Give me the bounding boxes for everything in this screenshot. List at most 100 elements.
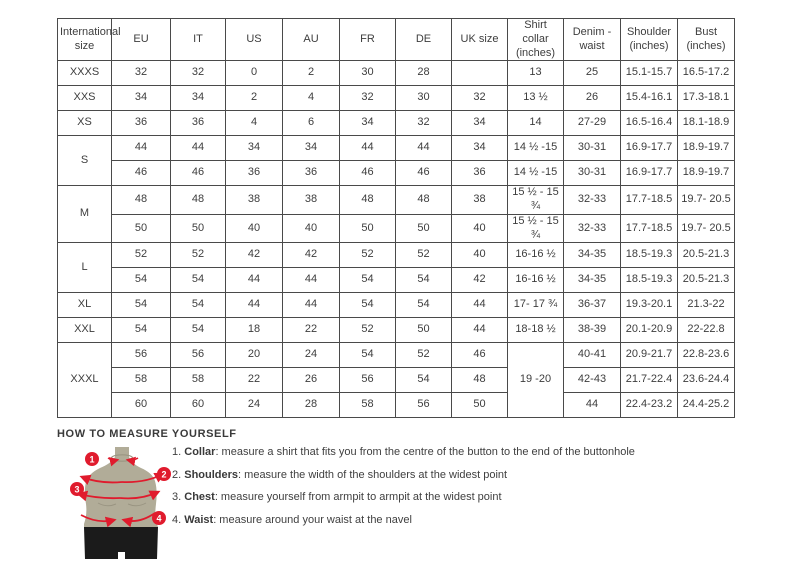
table-cell: 24 <box>225 392 283 419</box>
measure-steps: 1. Collar: measure a shirt that fits you… <box>172 446 752 537</box>
table-cell: 50 <box>395 213 452 244</box>
table-cell: 36 <box>111 110 171 137</box>
table-cell: 4 <box>282 85 340 112</box>
table-cell: 40 <box>451 242 508 269</box>
table-cell: 46 <box>395 160 452 187</box>
table-cell <box>451 60 508 87</box>
column-header: IT <box>170 17 226 62</box>
table-cell: 48 <box>451 367 508 394</box>
table-cell: 20.5-21.3 <box>677 267 735 294</box>
measure-step: 2. Shoulders: measure the width of the s… <box>172 469 752 482</box>
table-cell: 22 <box>225 367 283 394</box>
table-cell: XL <box>57 292 112 319</box>
table-cell: 54 <box>111 292 171 319</box>
table-cell: 52 <box>339 242 396 269</box>
column-header: US <box>225 17 283 62</box>
table-cell: 32 <box>170 60 226 87</box>
table-cell: 24.4-25.2 <box>677 392 735 419</box>
table-cell: 34-35 <box>563 242 621 269</box>
column-header: EU <box>111 17 171 62</box>
table-cell: 46 <box>451 342 508 369</box>
step-number: 2. <box>172 468 182 481</box>
table-cell: 56 <box>395 392 452 419</box>
table-cell: 54 <box>339 267 396 294</box>
table-cell: 44 <box>451 292 508 319</box>
table-cell: 23.6-24.4 <box>677 367 735 394</box>
table-row: XXS 34 34 2 4 32 30 32 13 ½ 26 15.4-16.1 17.3-18.1 <box>57 85 735 112</box>
table-cell: 28 <box>282 392 340 419</box>
table-cell: 17- 17 ¾ <box>507 292 564 319</box>
column-header: UK size <box>451 17 508 62</box>
table-cell: 4 <box>225 110 283 137</box>
step-label: Shoulders <box>184 468 239 481</box>
table-cell: 18.5-19.3 <box>620 267 678 294</box>
table-cell: 28 <box>395 60 452 87</box>
table-cell: 34 <box>451 110 508 137</box>
table-cell: 26 <box>563 85 621 112</box>
table-cell: 44 <box>563 392 621 419</box>
table-cell: 58 <box>111 367 171 394</box>
table-cell: 54 <box>339 292 396 319</box>
step-text: : measure around your waist at the navel <box>213 514 412 527</box>
torso-illustration: 1 2 3 4 <box>70 447 171 559</box>
table-cell: 52 <box>170 242 226 269</box>
table-cell: 18.1-18.9 <box>677 110 735 137</box>
table-cell: 54 <box>395 292 452 319</box>
table-cell: 27-29 <box>563 110 621 137</box>
table-cell: 22.4-23.2 <box>620 392 678 419</box>
table-cell: 38-39 <box>563 317 621 344</box>
table-row: 54 54 44 44 54 54 42 16-16 ½ 34-35 18.5-19.3 20.5-… <box>58 267 735 294</box>
table-cell: 54 <box>111 267 171 294</box>
table-cell: 42 <box>225 242 283 269</box>
table-cell: 58 <box>339 392 396 419</box>
chest-arrow <box>76 490 121 502</box>
table-cell: 17.7-18.5 <box>620 213 678 244</box>
table-cell: 44 <box>225 267 283 294</box>
table-cell: 16-16 ½ <box>507 242 564 269</box>
table-cell: 48 <box>170 185 226 215</box>
table-cell: 14 ½ -15 <box>507 160 564 187</box>
waist-arrow2 <box>121 512 156 528</box>
table-row: 60 60 24 28 58 56 50 44 22.4-23.2 24.4-25.2 <box>58 392 735 419</box>
chest-contour-left <box>97 502 117 507</box>
chest-contour-right <box>127 502 147 507</box>
table-cell: 14 <box>507 110 564 137</box>
table-cell: 36 <box>451 160 508 187</box>
column-header: DE <box>395 17 452 62</box>
table-cell: 40 <box>282 213 340 244</box>
table-row: 58 58 22 26 56 54 48 42-43 21.7-22.4 23.6-24.4 <box>58 367 735 394</box>
table-cell: 56 <box>339 367 396 394</box>
table-cell: 32-33 <box>563 213 621 244</box>
table-cell: 20 <box>225 342 283 369</box>
torso-figure: 1 2 3 4 <box>62 446 177 564</box>
table-cell: 52 <box>395 342 452 369</box>
table-cell: 15.1-15.7 <box>620 60 678 87</box>
table-cell: 58 <box>170 367 226 394</box>
chest-arrow2 <box>119 490 161 501</box>
table-cell: 22 <box>282 317 340 344</box>
table-cell: 34 <box>339 110 396 137</box>
svg-text:1: 1 <box>89 455 94 465</box>
table-cell: 34 <box>170 85 226 112</box>
step-number: 4. <box>172 514 182 527</box>
table-cell: 52 <box>395 242 452 269</box>
table-cell: 52 <box>111 242 171 269</box>
column-header: Denim - waist <box>563 17 621 62</box>
table-cell: 50 <box>170 213 226 244</box>
table-cell: 24 <box>282 342 340 369</box>
table-cell: 36-37 <box>563 292 621 319</box>
shorts-shape <box>84 527 158 559</box>
column-header: FR <box>339 17 396 62</box>
table-cell: 44 <box>451 317 508 344</box>
table-cell: 19 -20 <box>507 342 564 419</box>
table-cell: 60 <box>170 392 226 419</box>
table-cell: 44 <box>225 292 283 319</box>
table-row: XS 36 36 4 6 34 32 34 14 27-29 16.5-16.4 18.1-18.9 <box>57 110 735 137</box>
step-number: 3. <box>172 491 182 504</box>
table-cell: 22-22.8 <box>677 317 735 344</box>
table-cell: 54 <box>395 267 452 294</box>
table-cell: 0 <box>225 60 283 87</box>
table-cell: 21.3-22 <box>677 292 735 319</box>
table-cell: 20.9-21.7 <box>620 342 678 369</box>
